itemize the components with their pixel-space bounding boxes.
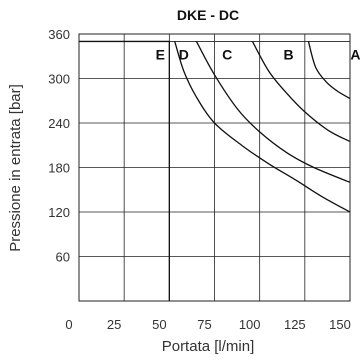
chart-title: DKE - DC — [177, 7, 239, 23]
x-tick-label: 75 — [197, 317, 211, 332]
x-tick-label: 25 — [107, 317, 121, 332]
curve-label-b: B — [284, 46, 294, 62]
y-tick-label: 300 — [48, 72, 70, 87]
y-tick-labels: 60 120 180 240 300 360 — [48, 27, 70, 265]
x-tick-label: 100 — [239, 317, 261, 332]
y-axis-label: Pressione in entrata [bar] — [7, 84, 24, 252]
x-tick-label: 125 — [284, 317, 306, 332]
curve-e — [79, 40, 170, 301]
x-tick-label: 0 — [65, 317, 72, 332]
curve-c — [195, 41, 351, 183]
curve-label-a: A — [350, 46, 360, 62]
x-tick-label: 50 — [152, 317, 166, 332]
curve-d — [174, 41, 351, 213]
curve-label-e: E — [156, 46, 165, 62]
y-tick-label: 360 — [48, 27, 70, 42]
curve-label-d: D — [179, 46, 189, 62]
x-tick-labels: 0 25 50 75 100 125 150 — [65, 317, 350, 332]
x-tick-label: 150 — [329, 317, 351, 332]
curve-label-c: C — [222, 46, 232, 62]
x-axis-label: Portata [l/min] — [162, 338, 255, 355]
curve-b — [251, 41, 351, 143]
y-tick-label: 180 — [48, 161, 70, 176]
y-tick-label: 60 — [56, 250, 70, 265]
y-tick-label: 120 — [48, 205, 70, 220]
y-tick-label: 240 — [48, 116, 70, 131]
series-curves — [79, 40, 351, 301]
curve-a — [307, 41, 351, 100]
plot-frame — [78, 33, 351, 302]
